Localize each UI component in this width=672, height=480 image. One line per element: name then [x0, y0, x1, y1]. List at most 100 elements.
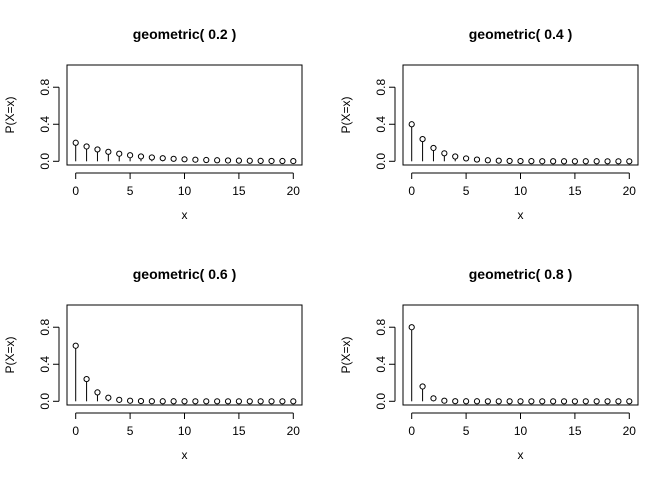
chart-title: geometric( 0.4 ) — [469, 26, 572, 42]
x-tick-label: 15 — [232, 424, 246, 438]
data-point — [626, 398, 633, 405]
data-point — [604, 158, 611, 165]
plot-frame — [402, 64, 639, 166]
data-point — [463, 398, 470, 405]
data-point — [419, 135, 426, 143]
x-tick-label: 15 — [232, 184, 246, 198]
data-point — [408, 121, 415, 128]
y-tick-label: 0.4 — [374, 356, 388, 373]
data-point — [159, 155, 166, 162]
plot-frame — [66, 64, 303, 166]
data-point — [214, 157, 221, 164]
data-point — [203, 156, 210, 164]
y-tick-label: 0.8 — [374, 319, 388, 336]
data-point — [170, 398, 177, 405]
x-tick-label: 10 — [178, 184, 192, 198]
data-point — [235, 398, 242, 405]
data-point — [604, 398, 611, 405]
x-tick-label: 20 — [623, 424, 637, 438]
data-point — [116, 396, 123, 403]
y-axis-label: P(X=x) — [339, 96, 353, 133]
data-point — [127, 152, 134, 159]
data-point — [72, 342, 79, 349]
data-point — [137, 153, 145, 160]
data-point — [159, 398, 166, 405]
plot-frame — [66, 304, 303, 406]
data-point — [473, 156, 481, 163]
chart-title: geometric( 0.6 ) — [133, 266, 236, 282]
y-tick-label: 0.8 — [374, 79, 388, 96]
data-point — [560, 398, 568, 405]
data-point — [517, 398, 524, 405]
y-tick-label: 0.0 — [374, 393, 388, 410]
data-point — [571, 158, 578, 165]
data-point — [463, 155, 470, 162]
data-point — [257, 157, 264, 164]
x-tick-label: 15 — [568, 424, 582, 438]
x-tick-label: 0 — [408, 424, 415, 438]
data-point — [560, 158, 568, 165]
data-point — [246, 157, 253, 164]
x-tick-label: 10 — [514, 184, 528, 198]
data-point — [550, 398, 557, 405]
x-tick-label: 5 — [127, 184, 134, 198]
data-point — [441, 397, 448, 404]
x-axis-label: x — [518, 448, 524, 462]
chart-panel: geometric( 0.4 ) 0 5 10 15 20 0.0 0.4 0.8 x P(X=x) — [339, 26, 639, 222]
data-point — [290, 157, 297, 165]
data-point — [235, 157, 242, 164]
data-point — [148, 398, 155, 405]
data-point — [506, 157, 513, 165]
data-point — [571, 398, 578, 405]
data-point — [170, 155, 177, 162]
y-tick-label: 0.0 — [38, 393, 52, 410]
y-tick-label: 0.0 — [38, 153, 52, 170]
data-point — [582, 398, 589, 405]
data-point — [441, 150, 448, 157]
data-point — [279, 398, 286, 405]
data-point — [105, 394, 112, 401]
data-point — [203, 398, 210, 405]
y-tick-label: 0.4 — [38, 356, 52, 373]
data-point — [506, 398, 513, 405]
data-point — [615, 158, 622, 165]
data-point — [484, 157, 491, 164]
y-tick-label: 0.8 — [38, 79, 52, 96]
data-point — [626, 158, 633, 165]
x-tick-label: 10 — [178, 424, 192, 438]
x-tick-label: 5 — [463, 424, 470, 438]
data-point — [224, 398, 232, 405]
x-tick-label: 20 — [287, 424, 301, 438]
data-point — [408, 324, 415, 331]
data-point — [105, 148, 112, 155]
data-point — [430, 395, 437, 402]
data-point — [246, 398, 253, 405]
data-point — [430, 144, 437, 152]
data-point — [192, 156, 199, 163]
plot-frame — [402, 304, 639, 406]
data-point — [290, 398, 297, 405]
x-tick-label: 20 — [623, 184, 637, 198]
x-axis-label: x — [182, 208, 188, 222]
data-point — [94, 389, 101, 396]
data-point — [224, 157, 232, 164]
data-point — [279, 157, 286, 165]
data-point — [582, 158, 589, 165]
chart-title: geometric( 0.8 ) — [469, 266, 572, 282]
data-point — [268, 157, 275, 165]
y-tick-label: 0.4 — [374, 116, 388, 133]
chart-title: geometric( 0.2 ) — [133, 26, 236, 42]
data-point — [268, 398, 275, 405]
chart-panel: geometric( 0.2 ) 0 5 10 15 20 0.0 0.4 0.8 x P(X=x) — [3, 26, 303, 222]
x-tick-label: 5 — [463, 184, 470, 198]
data-point — [419, 383, 426, 390]
x-tick-label: 0 — [408, 184, 415, 198]
data-point — [550, 158, 557, 165]
data-point — [192, 398, 199, 405]
x-tick-label: 10 — [514, 424, 528, 438]
data-point — [94, 146, 101, 153]
chart-panel: geometric( 0.6 ) 0 5 10 15 20 0.0 0.4 0.8 x P(X=x) — [3, 266, 303, 462]
data-point — [452, 153, 459, 160]
data-point — [539, 398, 546, 405]
